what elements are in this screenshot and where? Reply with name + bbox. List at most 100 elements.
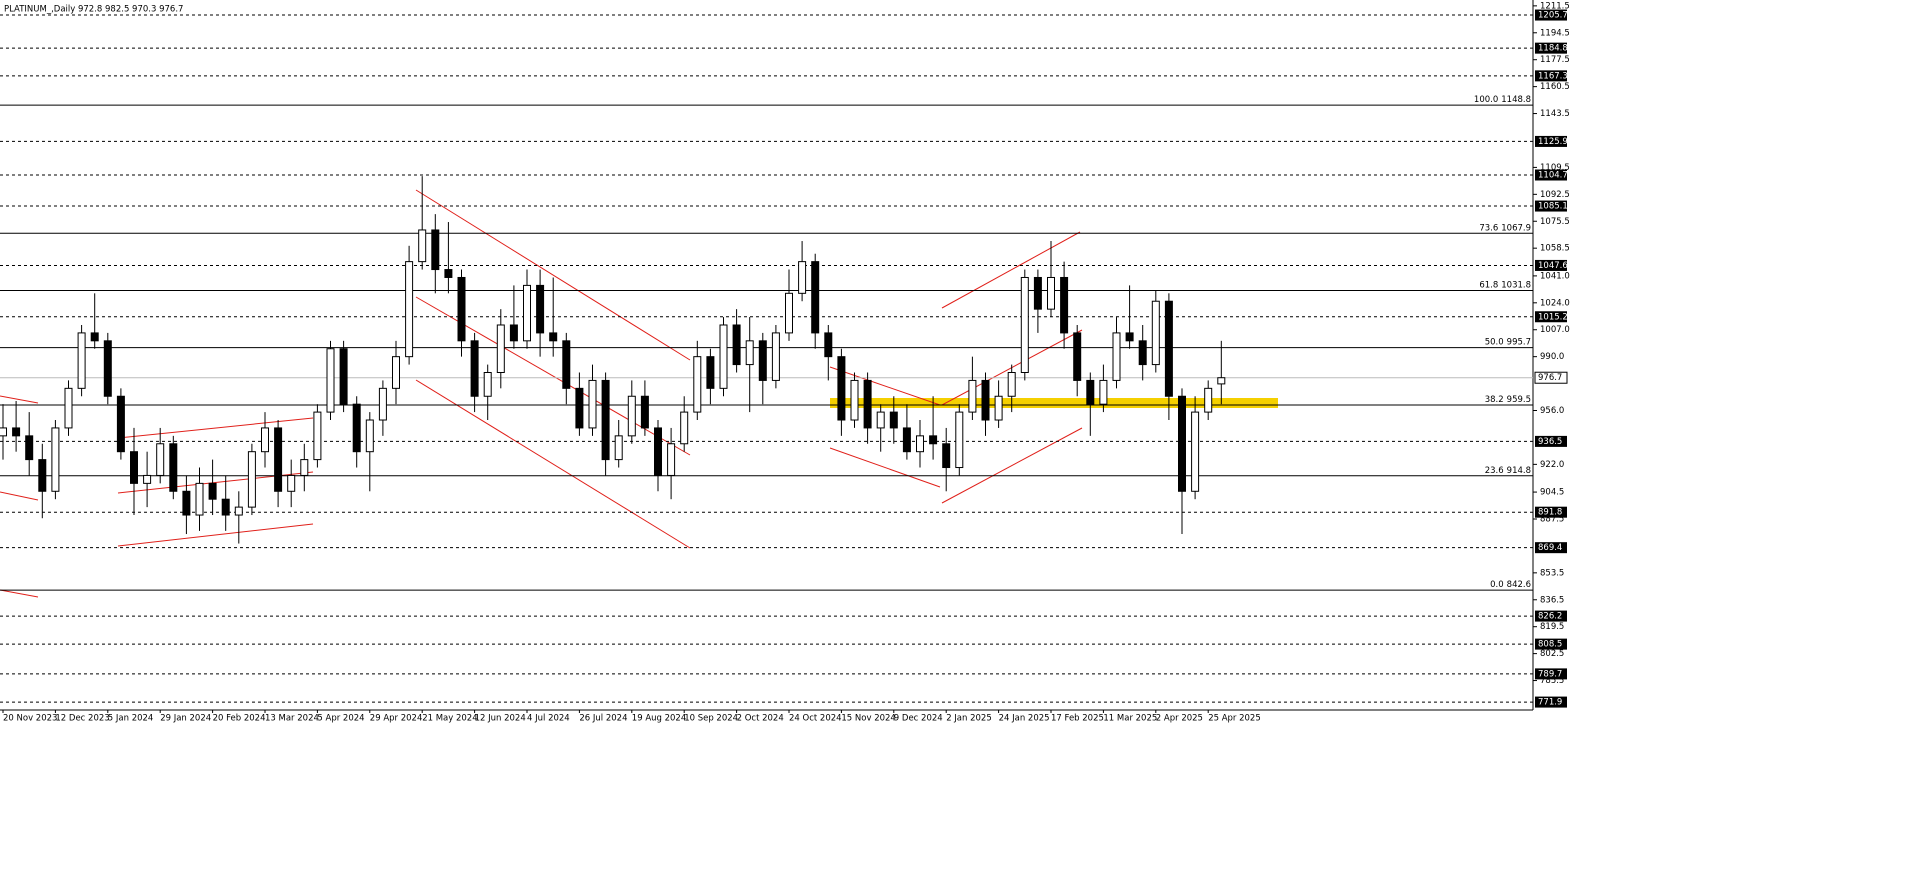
candle-body <box>588 379 597 429</box>
fib-price: 959.5 <box>1507 394 1531 404</box>
candle-body <box>837 356 846 421</box>
candle-body <box>654 427 662 476</box>
fib-ratio: 73.6 <box>1479 223 1498 233</box>
y-tick-label: 1177.5 <box>1540 55 1570 65</box>
candle-body <box>745 340 754 366</box>
y-tick-label: 802.5 <box>1540 649 1564 659</box>
candle-body <box>38 459 47 492</box>
x-tick-label: 11 Mar 2025 <box>1103 714 1157 724</box>
x-tick-label: 12 Dec 2023 <box>55 714 109 724</box>
x-tick-label: 24 Oct 2024 <box>789 714 842 724</box>
chart-title: PLATINUM_,Daily 972.8 982.5 970.3 976.7 <box>4 5 183 15</box>
candle-body <box>1020 276 1029 374</box>
candle-body <box>339 348 348 405</box>
candle-body <box>575 387 584 429</box>
support-zone <box>830 398 1278 408</box>
y-tick-label: 904.5 <box>1540 488 1564 498</box>
candle-body <box>247 451 256 508</box>
fib-price: 1148.8 <box>1501 95 1531 105</box>
candle-body <box>994 395 1003 421</box>
candle-body <box>195 482 204 516</box>
candle-body <box>103 340 112 397</box>
y-tick-label: 990.0 <box>1540 352 1564 362</box>
candle-body <box>221 498 230 516</box>
price-tag <box>1535 435 1567 447</box>
candle-body <box>798 261 807 294</box>
candle-body <box>300 459 309 476</box>
fib-label: 73.6 1067.9 <box>1479 223 1531 233</box>
price-tag <box>1535 42 1567 54</box>
candle-body <box>1086 379 1095 405</box>
candle-body <box>352 403 361 453</box>
candle-body <box>549 332 558 342</box>
candle-body <box>732 324 741 366</box>
price-tag <box>1535 696 1567 708</box>
trend-line <box>117 523 314 547</box>
x-tick-label: 12 Jun 2024 <box>475 714 526 724</box>
price-tag <box>1535 9 1567 21</box>
candle-body <box>326 348 335 413</box>
x-tick-label: 2 Jan 2025 <box>946 714 992 724</box>
price-tag-label: 1167.3 <box>1538 71 1568 81</box>
candle-body <box>378 387 387 421</box>
y-tick-label: 1160.5 <box>1540 82 1570 92</box>
candle-body <box>234 506 243 516</box>
candle-body <box>274 427 283 492</box>
candle-body <box>313 411 322 461</box>
candle-body <box>1151 300 1160 366</box>
trend-line <box>0 395 39 404</box>
price-tag-label: 891.8 <box>1538 508 1562 518</box>
price-tag-label: 1104.7 <box>1538 171 1568 181</box>
y-tick-label: 922.0 <box>1540 460 1564 470</box>
price-tag <box>1535 610 1567 622</box>
candle-body <box>483 372 492 397</box>
fib-label: 38.2 959.5 <box>1485 394 1531 404</box>
trend-lines <box>0 189 1083 598</box>
candle-body <box>929 435 938 445</box>
y-tick-label: 956.0 <box>1540 406 1564 416</box>
candle-body <box>1112 332 1121 381</box>
candle-body <box>51 427 60 492</box>
candle-body <box>392 356 400 389</box>
candle-body <box>287 474 296 492</box>
candle-body <box>1204 387 1213 413</box>
candle-body <box>431 229 440 271</box>
candle-body <box>562 340 571 389</box>
trend-line <box>117 417 314 439</box>
x-tick-label: 4 Jul 2024 <box>527 714 570 724</box>
y-tick-label: 1211.5 <box>1540 1 1570 11</box>
price-tag-label: 771.9 <box>1538 698 1562 708</box>
y-tick-label: 1194.5 <box>1540 28 1570 38</box>
fib-ratio: 61.8 <box>1479 280 1498 290</box>
price-tag <box>1535 311 1567 323</box>
candle-body <box>156 443 165 476</box>
candle-body <box>509 324 518 342</box>
x-tick-label: 19 Aug 2024 <box>632 714 686 724</box>
annotations <box>830 398 1278 408</box>
candle-body <box>785 292 793 334</box>
y-tick-label: 1109.5 <box>1540 163 1570 173</box>
candle-body <box>64 387 73 429</box>
trend-line <box>0 491 39 501</box>
price-tag-label: 1205.7 <box>1538 11 1568 21</box>
candle-body <box>1125 332 1134 342</box>
current-price-tag <box>1534 371 1568 384</box>
candle-body <box>850 379 859 421</box>
trend-line <box>0 589 39 598</box>
candle-body <box>680 411 689 445</box>
x-tick-label: 25 Apr 2025 <box>1208 714 1261 724</box>
price-tag-label: 1047.6 <box>1538 261 1568 271</box>
x-tick-label: 2 Oct 2024 <box>737 714 784 724</box>
fib-label: 50.0 995.7 <box>1485 337 1531 347</box>
candle-body <box>1099 379 1108 405</box>
price-tag-label: 1184.8 <box>1538 44 1568 54</box>
candle-body <box>706 356 715 389</box>
candle-body <box>693 356 702 413</box>
fib-price: 914.8 <box>1507 465 1531 475</box>
x-tick-label: 5 Jan 2024 <box>108 714 154 724</box>
y-tick-label: 1075.5 <box>1540 217 1570 227</box>
y-tick-label: 819.5 <box>1540 622 1564 632</box>
candle-body <box>1060 276 1069 334</box>
